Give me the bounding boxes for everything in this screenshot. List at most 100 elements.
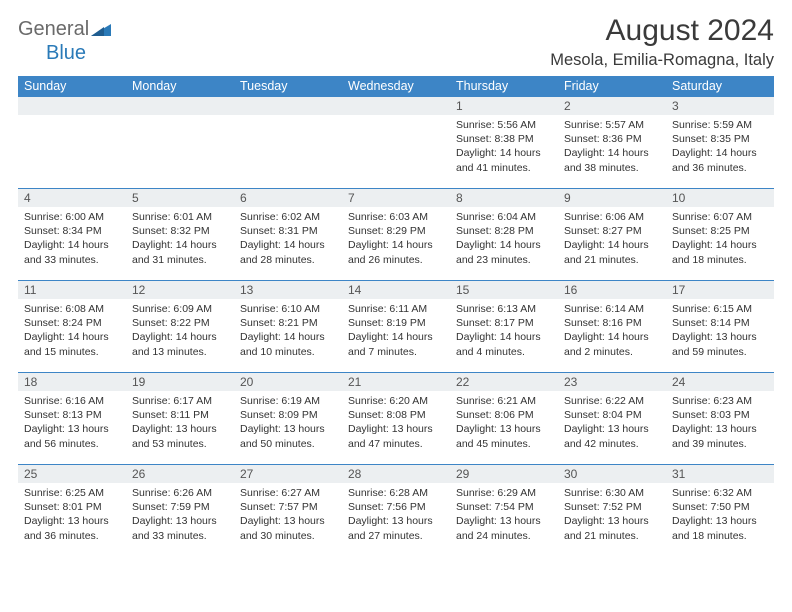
- day-content: Sunrise: 6:14 AMSunset: 8:16 PMDaylight:…: [558, 299, 666, 363]
- calendar-week-row: 1Sunrise: 5:56 AMSunset: 8:38 PMDaylight…: [18, 96, 774, 188]
- logo-word-blue: Blue: [46, 42, 86, 65]
- calendar-day-cell: 8Sunrise: 6:04 AMSunset: 8:28 PMDaylight…: [450, 188, 558, 280]
- calendar-day-cell: 30Sunrise: 6:30 AMSunset: 7:52 PMDayligh…: [558, 464, 666, 556]
- calendar-week-row: 4Sunrise: 6:00 AMSunset: 8:34 PMDaylight…: [18, 188, 774, 280]
- calendar-day-cell: [126, 96, 234, 188]
- calendar-day-cell: 25Sunrise: 6:25 AMSunset: 8:01 PMDayligh…: [18, 464, 126, 556]
- calendar-day-cell: 3Sunrise: 5:59 AMSunset: 8:35 PMDaylight…: [666, 96, 774, 188]
- calendar-day-cell: [234, 96, 342, 188]
- day-content: Sunrise: 6:17 AMSunset: 8:11 PMDaylight:…: [126, 391, 234, 455]
- calendar-day-cell: 1Sunrise: 5:56 AMSunset: 8:38 PMDaylight…: [450, 96, 558, 188]
- calendar-day-cell: 16Sunrise: 6:14 AMSunset: 8:16 PMDayligh…: [558, 280, 666, 372]
- logo-word-general: General: [18, 18, 89, 41]
- day-content: Sunrise: 6:30 AMSunset: 7:52 PMDaylight:…: [558, 483, 666, 547]
- calendar-day-cell: 19Sunrise: 6:17 AMSunset: 8:11 PMDayligh…: [126, 372, 234, 464]
- day-content: Sunrise: 6:03 AMSunset: 8:29 PMDaylight:…: [342, 207, 450, 271]
- day-number: 9: [558, 188, 666, 207]
- day-content: Sunrise: 6:27 AMSunset: 7:57 PMDaylight:…: [234, 483, 342, 547]
- day-content: Sunrise: 6:13 AMSunset: 8:17 PMDaylight:…: [450, 299, 558, 363]
- location-subtitle: Mesola, Emilia-Romagna, Italy: [550, 51, 774, 70]
- calendar-day-cell: 29Sunrise: 6:29 AMSunset: 7:54 PMDayligh…: [450, 464, 558, 556]
- day-number: 22: [450, 372, 558, 391]
- day-number: 11: [18, 280, 126, 299]
- calendar-day-cell: 23Sunrise: 6:22 AMSunset: 8:04 PMDayligh…: [558, 372, 666, 464]
- calendar-day-cell: 12Sunrise: 6:09 AMSunset: 8:22 PMDayligh…: [126, 280, 234, 372]
- day-number: 6: [234, 188, 342, 207]
- day-content: Sunrise: 6:20 AMSunset: 8:08 PMDaylight:…: [342, 391, 450, 455]
- day-number: 23: [558, 372, 666, 391]
- logo: General: [18, 14, 113, 41]
- title-block: August 2024 Mesola, Emilia-Romagna, Ital…: [550, 14, 774, 70]
- calendar-table: SundayMondayTuesdayWednesdayThursdayFrid…: [18, 76, 774, 556]
- day-number: 30: [558, 464, 666, 483]
- calendar-day-cell: 13Sunrise: 6:10 AMSunset: 8:21 PMDayligh…: [234, 280, 342, 372]
- day-number: 13: [234, 280, 342, 299]
- day-content: Sunrise: 6:19 AMSunset: 8:09 PMDaylight:…: [234, 391, 342, 455]
- calendar-day-cell: 17Sunrise: 6:15 AMSunset: 8:14 PMDayligh…: [666, 280, 774, 372]
- day-content: Sunrise: 6:23 AMSunset: 8:03 PMDaylight:…: [666, 391, 774, 455]
- day-content: Sunrise: 6:09 AMSunset: 8:22 PMDaylight:…: [126, 299, 234, 363]
- day-content: Sunrise: 6:25 AMSunset: 8:01 PMDaylight:…: [18, 483, 126, 547]
- day-content: Sunrise: 6:02 AMSunset: 8:31 PMDaylight:…: [234, 207, 342, 271]
- calendar-day-cell: [342, 96, 450, 188]
- day-number: 21: [342, 372, 450, 391]
- weekday-header: Friday: [558, 76, 666, 96]
- day-content: Sunrise: 6:22 AMSunset: 8:04 PMDaylight:…: [558, 391, 666, 455]
- day-number: 8: [450, 188, 558, 207]
- calendar-day-cell: 24Sunrise: 6:23 AMSunset: 8:03 PMDayligh…: [666, 372, 774, 464]
- calendar-day-cell: 7Sunrise: 6:03 AMSunset: 8:29 PMDaylight…: [342, 188, 450, 280]
- day-content: Sunrise: 6:15 AMSunset: 8:14 PMDaylight:…: [666, 299, 774, 363]
- day-number: 14: [342, 280, 450, 299]
- calendar-day-cell: 20Sunrise: 6:19 AMSunset: 8:09 PMDayligh…: [234, 372, 342, 464]
- day-content: Sunrise: 6:00 AMSunset: 8:34 PMDaylight:…: [18, 207, 126, 271]
- calendar-day-cell: 2Sunrise: 5:57 AMSunset: 8:36 PMDaylight…: [558, 96, 666, 188]
- day-content: Sunrise: 6:21 AMSunset: 8:06 PMDaylight:…: [450, 391, 558, 455]
- day-number: 28: [342, 464, 450, 483]
- day-number: 19: [126, 372, 234, 391]
- day-content: Sunrise: 6:28 AMSunset: 7:56 PMDaylight:…: [342, 483, 450, 547]
- day-content: Sunrise: 6:11 AMSunset: 8:19 PMDaylight:…: [342, 299, 450, 363]
- calendar-day-cell: 28Sunrise: 6:28 AMSunset: 7:56 PMDayligh…: [342, 464, 450, 556]
- calendar-day-cell: 5Sunrise: 6:01 AMSunset: 8:32 PMDaylight…: [126, 188, 234, 280]
- day-content: Sunrise: 6:01 AMSunset: 8:32 PMDaylight:…: [126, 207, 234, 271]
- day-content: [342, 115, 450, 122]
- day-number: 7: [342, 188, 450, 207]
- weekday-header: Saturday: [666, 76, 774, 96]
- day-content: Sunrise: 6:16 AMSunset: 8:13 PMDaylight:…: [18, 391, 126, 455]
- day-content: Sunrise: 6:29 AMSunset: 7:54 PMDaylight:…: [450, 483, 558, 547]
- calendar-body: 1Sunrise: 5:56 AMSunset: 8:38 PMDaylight…: [18, 96, 774, 556]
- calendar-day-cell: [18, 96, 126, 188]
- calendar-day-cell: 26Sunrise: 6:26 AMSunset: 7:59 PMDayligh…: [126, 464, 234, 556]
- day-number: [126, 96, 234, 115]
- day-content: [18, 115, 126, 122]
- month-title: August 2024: [550, 14, 774, 47]
- weekday-header: Sunday: [18, 76, 126, 96]
- calendar-day-cell: 15Sunrise: 6:13 AMSunset: 8:17 PMDayligh…: [450, 280, 558, 372]
- day-number: 10: [666, 188, 774, 207]
- day-number: 3: [666, 96, 774, 115]
- day-content: Sunrise: 5:59 AMSunset: 8:35 PMDaylight:…: [666, 115, 774, 179]
- calendar-day-cell: 22Sunrise: 6:21 AMSunset: 8:06 PMDayligh…: [450, 372, 558, 464]
- day-number: 12: [126, 280, 234, 299]
- calendar-header-row: SundayMondayTuesdayWednesdayThursdayFrid…: [18, 76, 774, 96]
- day-number: 27: [234, 464, 342, 483]
- calendar-week-row: 25Sunrise: 6:25 AMSunset: 8:01 PMDayligh…: [18, 464, 774, 556]
- day-number: 1: [450, 96, 558, 115]
- day-content: Sunrise: 6:26 AMSunset: 7:59 PMDaylight:…: [126, 483, 234, 547]
- weekday-header: Thursday: [450, 76, 558, 96]
- calendar-day-cell: 4Sunrise: 6:00 AMSunset: 8:34 PMDaylight…: [18, 188, 126, 280]
- day-number: 29: [450, 464, 558, 483]
- day-number: 18: [18, 372, 126, 391]
- calendar-day-cell: 9Sunrise: 6:06 AMSunset: 8:27 PMDaylight…: [558, 188, 666, 280]
- logo-triangle-icon: [91, 22, 111, 38]
- day-content: Sunrise: 5:56 AMSunset: 8:38 PMDaylight:…: [450, 115, 558, 179]
- weekday-header: Monday: [126, 76, 234, 96]
- day-number: 24: [666, 372, 774, 391]
- weekday-header: Tuesday: [234, 76, 342, 96]
- day-number: 31: [666, 464, 774, 483]
- day-content: [234, 115, 342, 122]
- calendar-day-cell: 11Sunrise: 6:08 AMSunset: 8:24 PMDayligh…: [18, 280, 126, 372]
- calendar-day-cell: 14Sunrise: 6:11 AMSunset: 8:19 PMDayligh…: [342, 280, 450, 372]
- day-content: Sunrise: 5:57 AMSunset: 8:36 PMDaylight:…: [558, 115, 666, 179]
- day-content: [126, 115, 234, 122]
